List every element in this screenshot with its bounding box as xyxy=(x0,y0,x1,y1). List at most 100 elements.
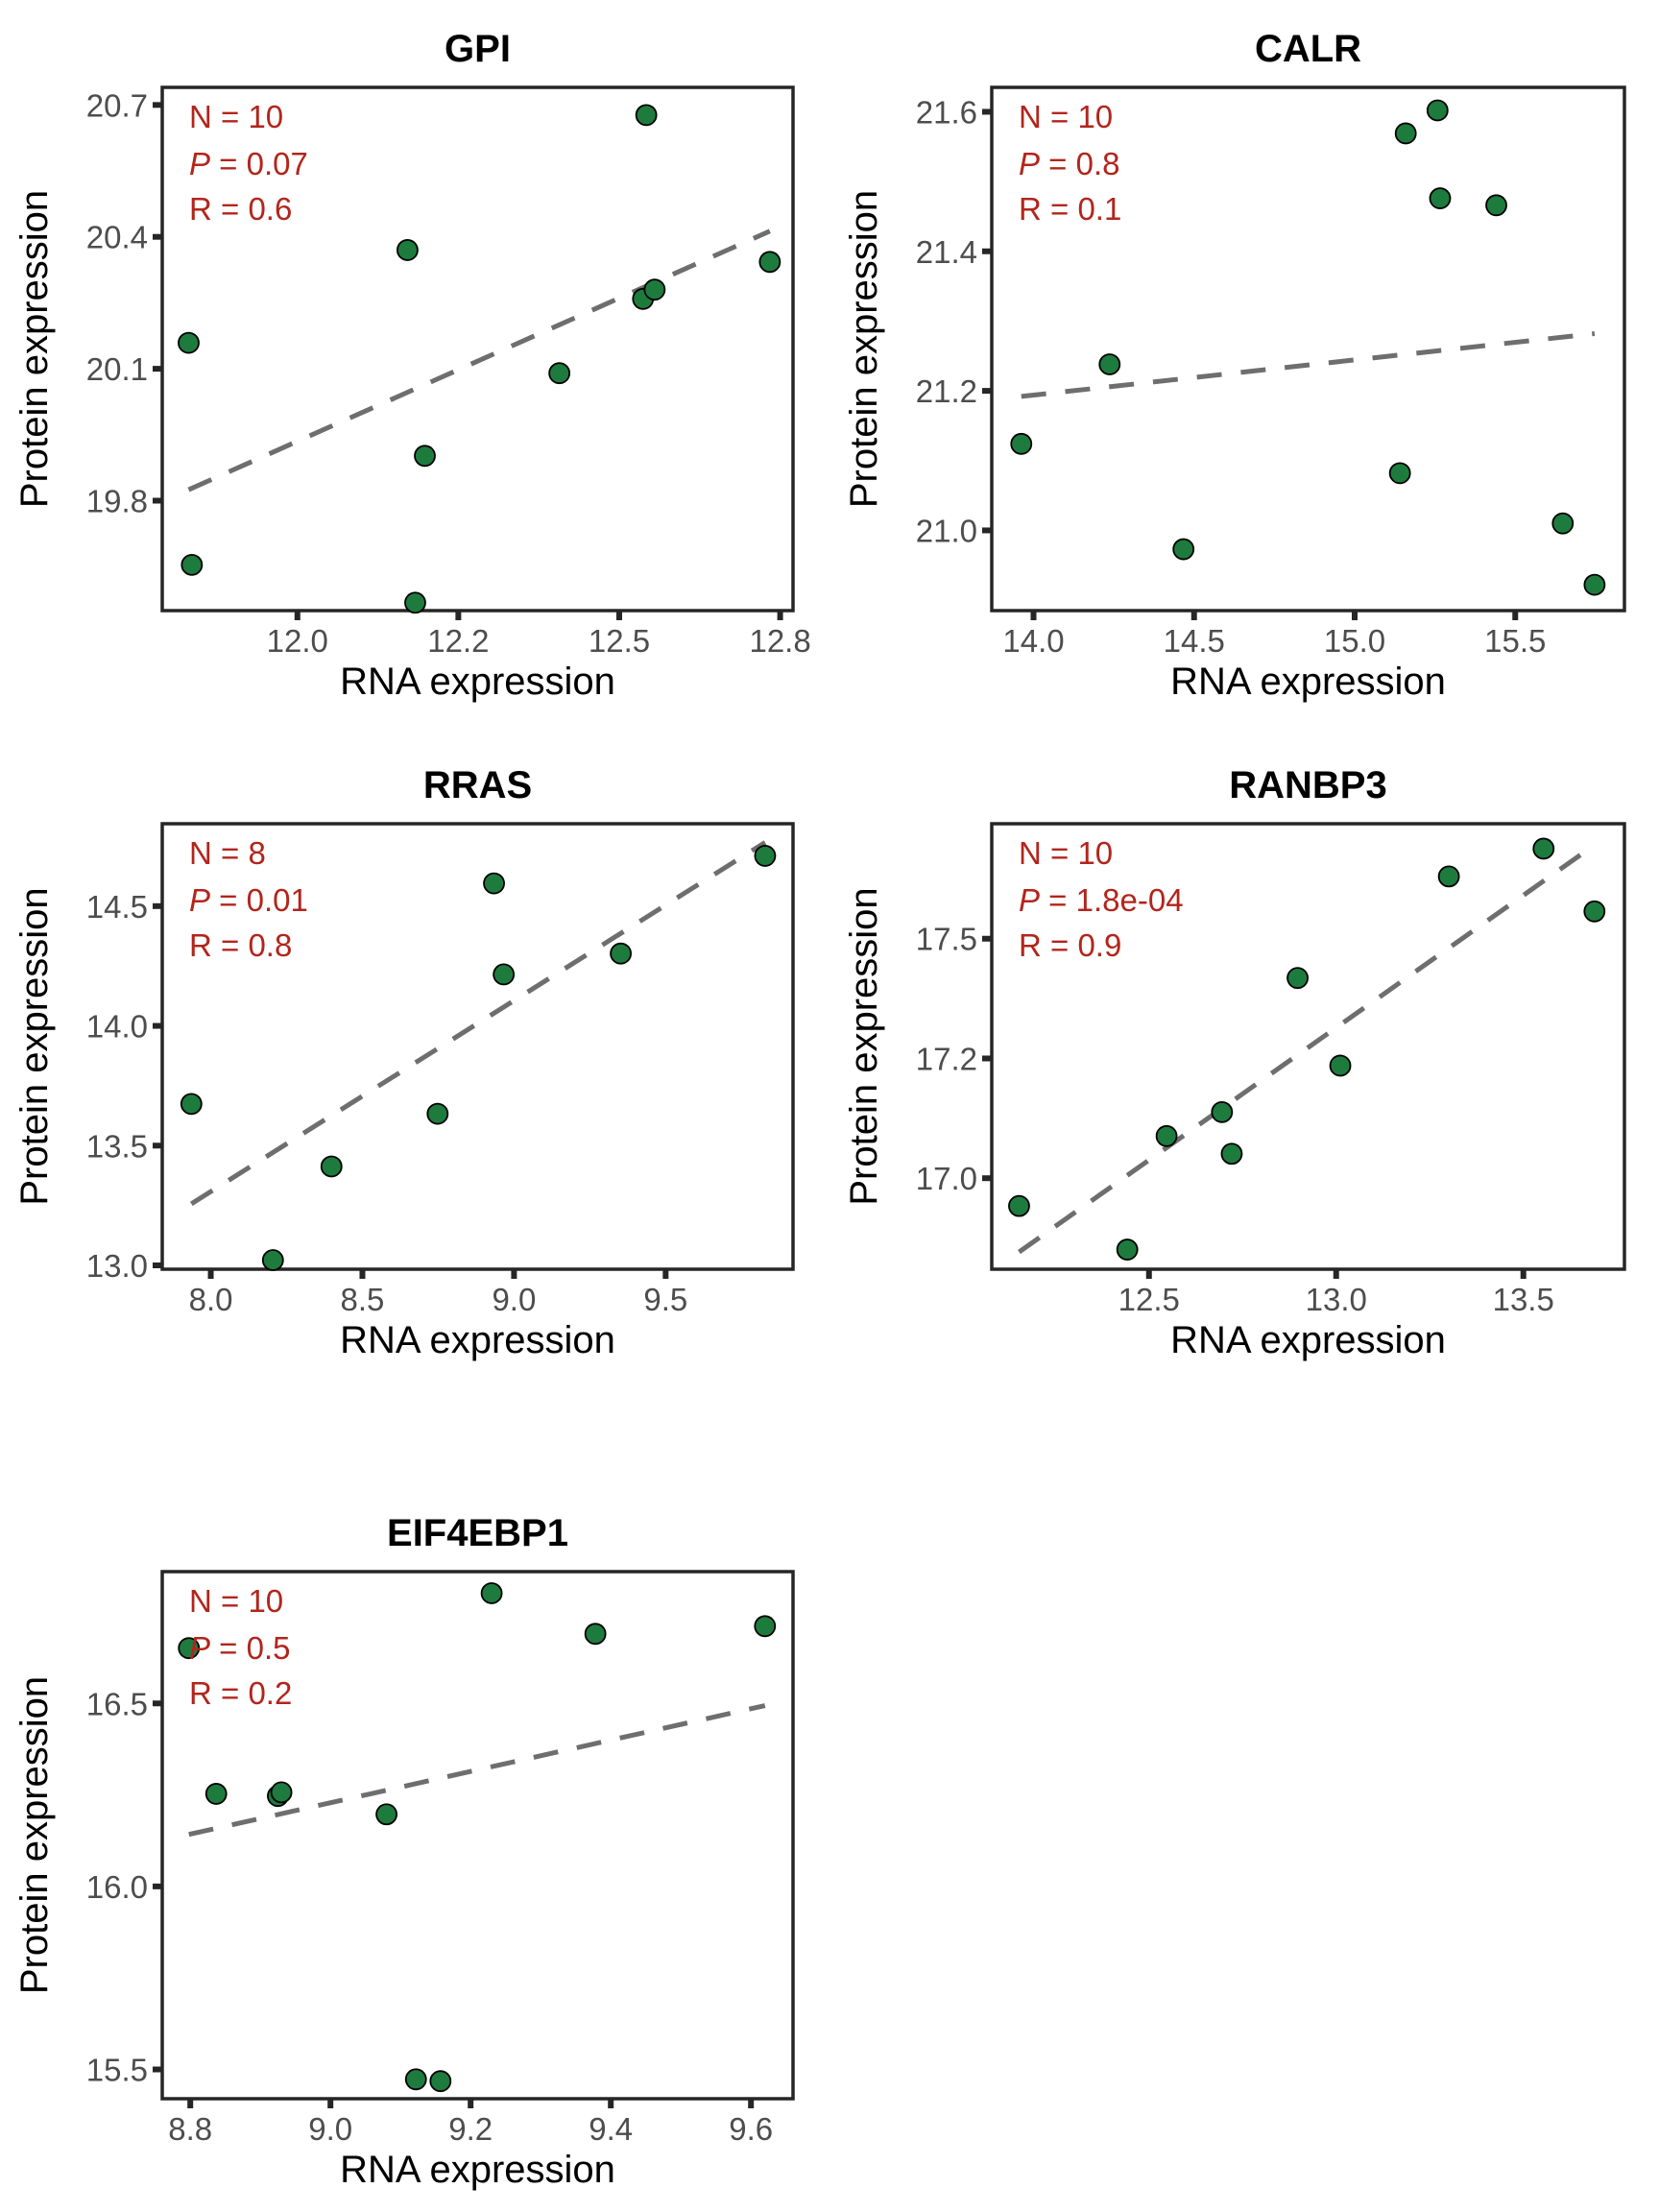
y-tick-label: 20.7 xyxy=(86,87,148,123)
x-tick-label: 12.0 xyxy=(267,623,328,659)
y-axis-title: Protein expression xyxy=(843,190,885,508)
x-tick-label: 9.0 xyxy=(492,1282,536,1317)
panel-title: CALR xyxy=(1255,28,1361,70)
annotation-p: P = 0.8 xyxy=(1019,146,1120,181)
data-point xyxy=(584,1623,607,1646)
panel-calr: CALR 14.0 14.5 15.0 15.5 21.0 21.2 21.4 21.6 RNA … xyxy=(843,28,1626,703)
p-symbol: P xyxy=(189,882,210,918)
annotation-r: R = 0.1 xyxy=(1019,191,1121,227)
annotation-p: P = 1.8e-04 xyxy=(1019,882,1184,918)
data-point xyxy=(414,445,436,468)
y-tick-label: 19.8 xyxy=(86,484,148,519)
x-axis-title: RNA expression xyxy=(340,1319,615,1361)
data-point xyxy=(426,1102,449,1125)
data-point xyxy=(1155,1124,1178,1147)
y-tick-label: 17.0 xyxy=(916,1161,977,1196)
x-tick-label: 14.5 xyxy=(1164,623,1225,659)
y-tick-label: 14.5 xyxy=(86,889,148,925)
data-point xyxy=(320,1155,343,1178)
annotation-p: P = 0.07 xyxy=(189,146,308,181)
x-tick-label: 9.4 xyxy=(589,2111,633,2147)
plot-area-border xyxy=(990,85,1626,613)
x-tick-label: 8.8 xyxy=(168,2111,212,2147)
x-tick-label: 9.5 xyxy=(643,1282,687,1317)
data-point xyxy=(1429,187,1452,209)
data-point xyxy=(1116,1238,1139,1261)
plot-area-border xyxy=(160,1570,795,2101)
y-tick-label: 16.0 xyxy=(86,1869,148,1905)
data-point xyxy=(204,1783,228,1805)
x-tick-label: 15.0 xyxy=(1324,623,1385,659)
panel-title: RRAS xyxy=(423,764,532,806)
data-point xyxy=(178,331,200,354)
annotation-p: P = 0.01 xyxy=(189,882,308,918)
data-point xyxy=(270,1781,293,1804)
x-axis-title: RNA expression xyxy=(340,661,615,703)
x-tick-label: 12.8 xyxy=(749,623,810,659)
data-point xyxy=(1286,967,1309,990)
annotation-r: R = 0.6 xyxy=(189,191,292,227)
data-point xyxy=(1172,538,1195,561)
y-tick-label: 15.5 xyxy=(86,2053,148,2088)
data-point xyxy=(397,239,419,261)
regression-line xyxy=(1018,843,1596,1255)
p-symbol: P xyxy=(1019,882,1040,918)
regression-line xyxy=(188,1703,766,1838)
annotation-p: P = 0.5 xyxy=(189,1630,291,1666)
regression-line xyxy=(189,840,767,1207)
data-point xyxy=(754,1615,777,1638)
x-tick-label: 14.0 xyxy=(1002,623,1064,659)
p-value: = 1.8e-04 xyxy=(1040,882,1184,918)
x-axis-title: RNA expression xyxy=(1170,1319,1446,1361)
data-point xyxy=(610,942,632,965)
annotation-r: R = 0.8 xyxy=(189,927,292,963)
data-point xyxy=(1388,462,1411,485)
panel-eif4ebp1: EIF4EBP1 8.8 9.0 9.2 9.4 9.6 15.5 16.0 16.5 RNA e… xyxy=(13,1512,795,2191)
x-tick-label: 12.5 xyxy=(589,623,650,659)
p-symbol: P xyxy=(1019,146,1040,181)
y-tick-label: 20.1 xyxy=(86,351,148,387)
y-axis-title: Protein expression xyxy=(13,887,56,1205)
data-point xyxy=(1394,122,1417,145)
y-tick-label: 21.4 xyxy=(916,234,977,270)
data-point xyxy=(404,2068,427,2091)
x-tick-label: 12.2 xyxy=(427,623,489,659)
y-tick-label: 17.2 xyxy=(916,1041,977,1076)
p-value: = 0.8 xyxy=(1040,146,1119,181)
data-point xyxy=(1098,353,1121,375)
data-point xyxy=(1010,432,1033,455)
y-axis-title: Protein expression xyxy=(843,887,885,1205)
annotation-n: N = 10 xyxy=(1019,99,1113,134)
data-point xyxy=(1583,573,1606,596)
x-axis-title: RNA expression xyxy=(1170,661,1446,703)
y-tick-label: 20.4 xyxy=(86,220,148,255)
x-tick-label: 12.5 xyxy=(1118,1282,1180,1317)
y-tick-label: 13.5 xyxy=(86,1128,148,1164)
data-point xyxy=(404,591,426,614)
data-point xyxy=(483,872,505,895)
plot-area-border xyxy=(160,822,795,1271)
x-tick-label: 13.5 xyxy=(1493,1282,1554,1317)
y-axis-title: Protein expression xyxy=(13,1676,56,1994)
y-tick-label: 14.0 xyxy=(86,1009,148,1045)
annotation-n: N = 10 xyxy=(189,1583,283,1619)
p-value: = 0.01 xyxy=(210,882,308,918)
data-point xyxy=(1485,194,1507,217)
x-tick-label: 13.0 xyxy=(1306,1282,1367,1317)
data-point xyxy=(1551,512,1575,535)
x-tick-label: 9.0 xyxy=(308,2111,352,2147)
data-point xyxy=(1220,1142,1243,1166)
panel-title: RANBP3 xyxy=(1229,764,1386,806)
data-point xyxy=(180,553,204,576)
data-point xyxy=(635,104,658,127)
annotation-n: N = 8 xyxy=(189,835,266,871)
regression-line xyxy=(1021,331,1596,399)
data-point xyxy=(1329,1054,1352,1077)
p-symbol: P xyxy=(189,146,210,181)
panel-title: GPI xyxy=(445,28,511,70)
x-tick-label: 9.6 xyxy=(729,2111,773,2147)
data-point xyxy=(1532,837,1555,860)
data-point xyxy=(1426,99,1449,122)
x-tick-label: 9.2 xyxy=(448,2111,493,2147)
data-point xyxy=(261,1249,284,1271)
